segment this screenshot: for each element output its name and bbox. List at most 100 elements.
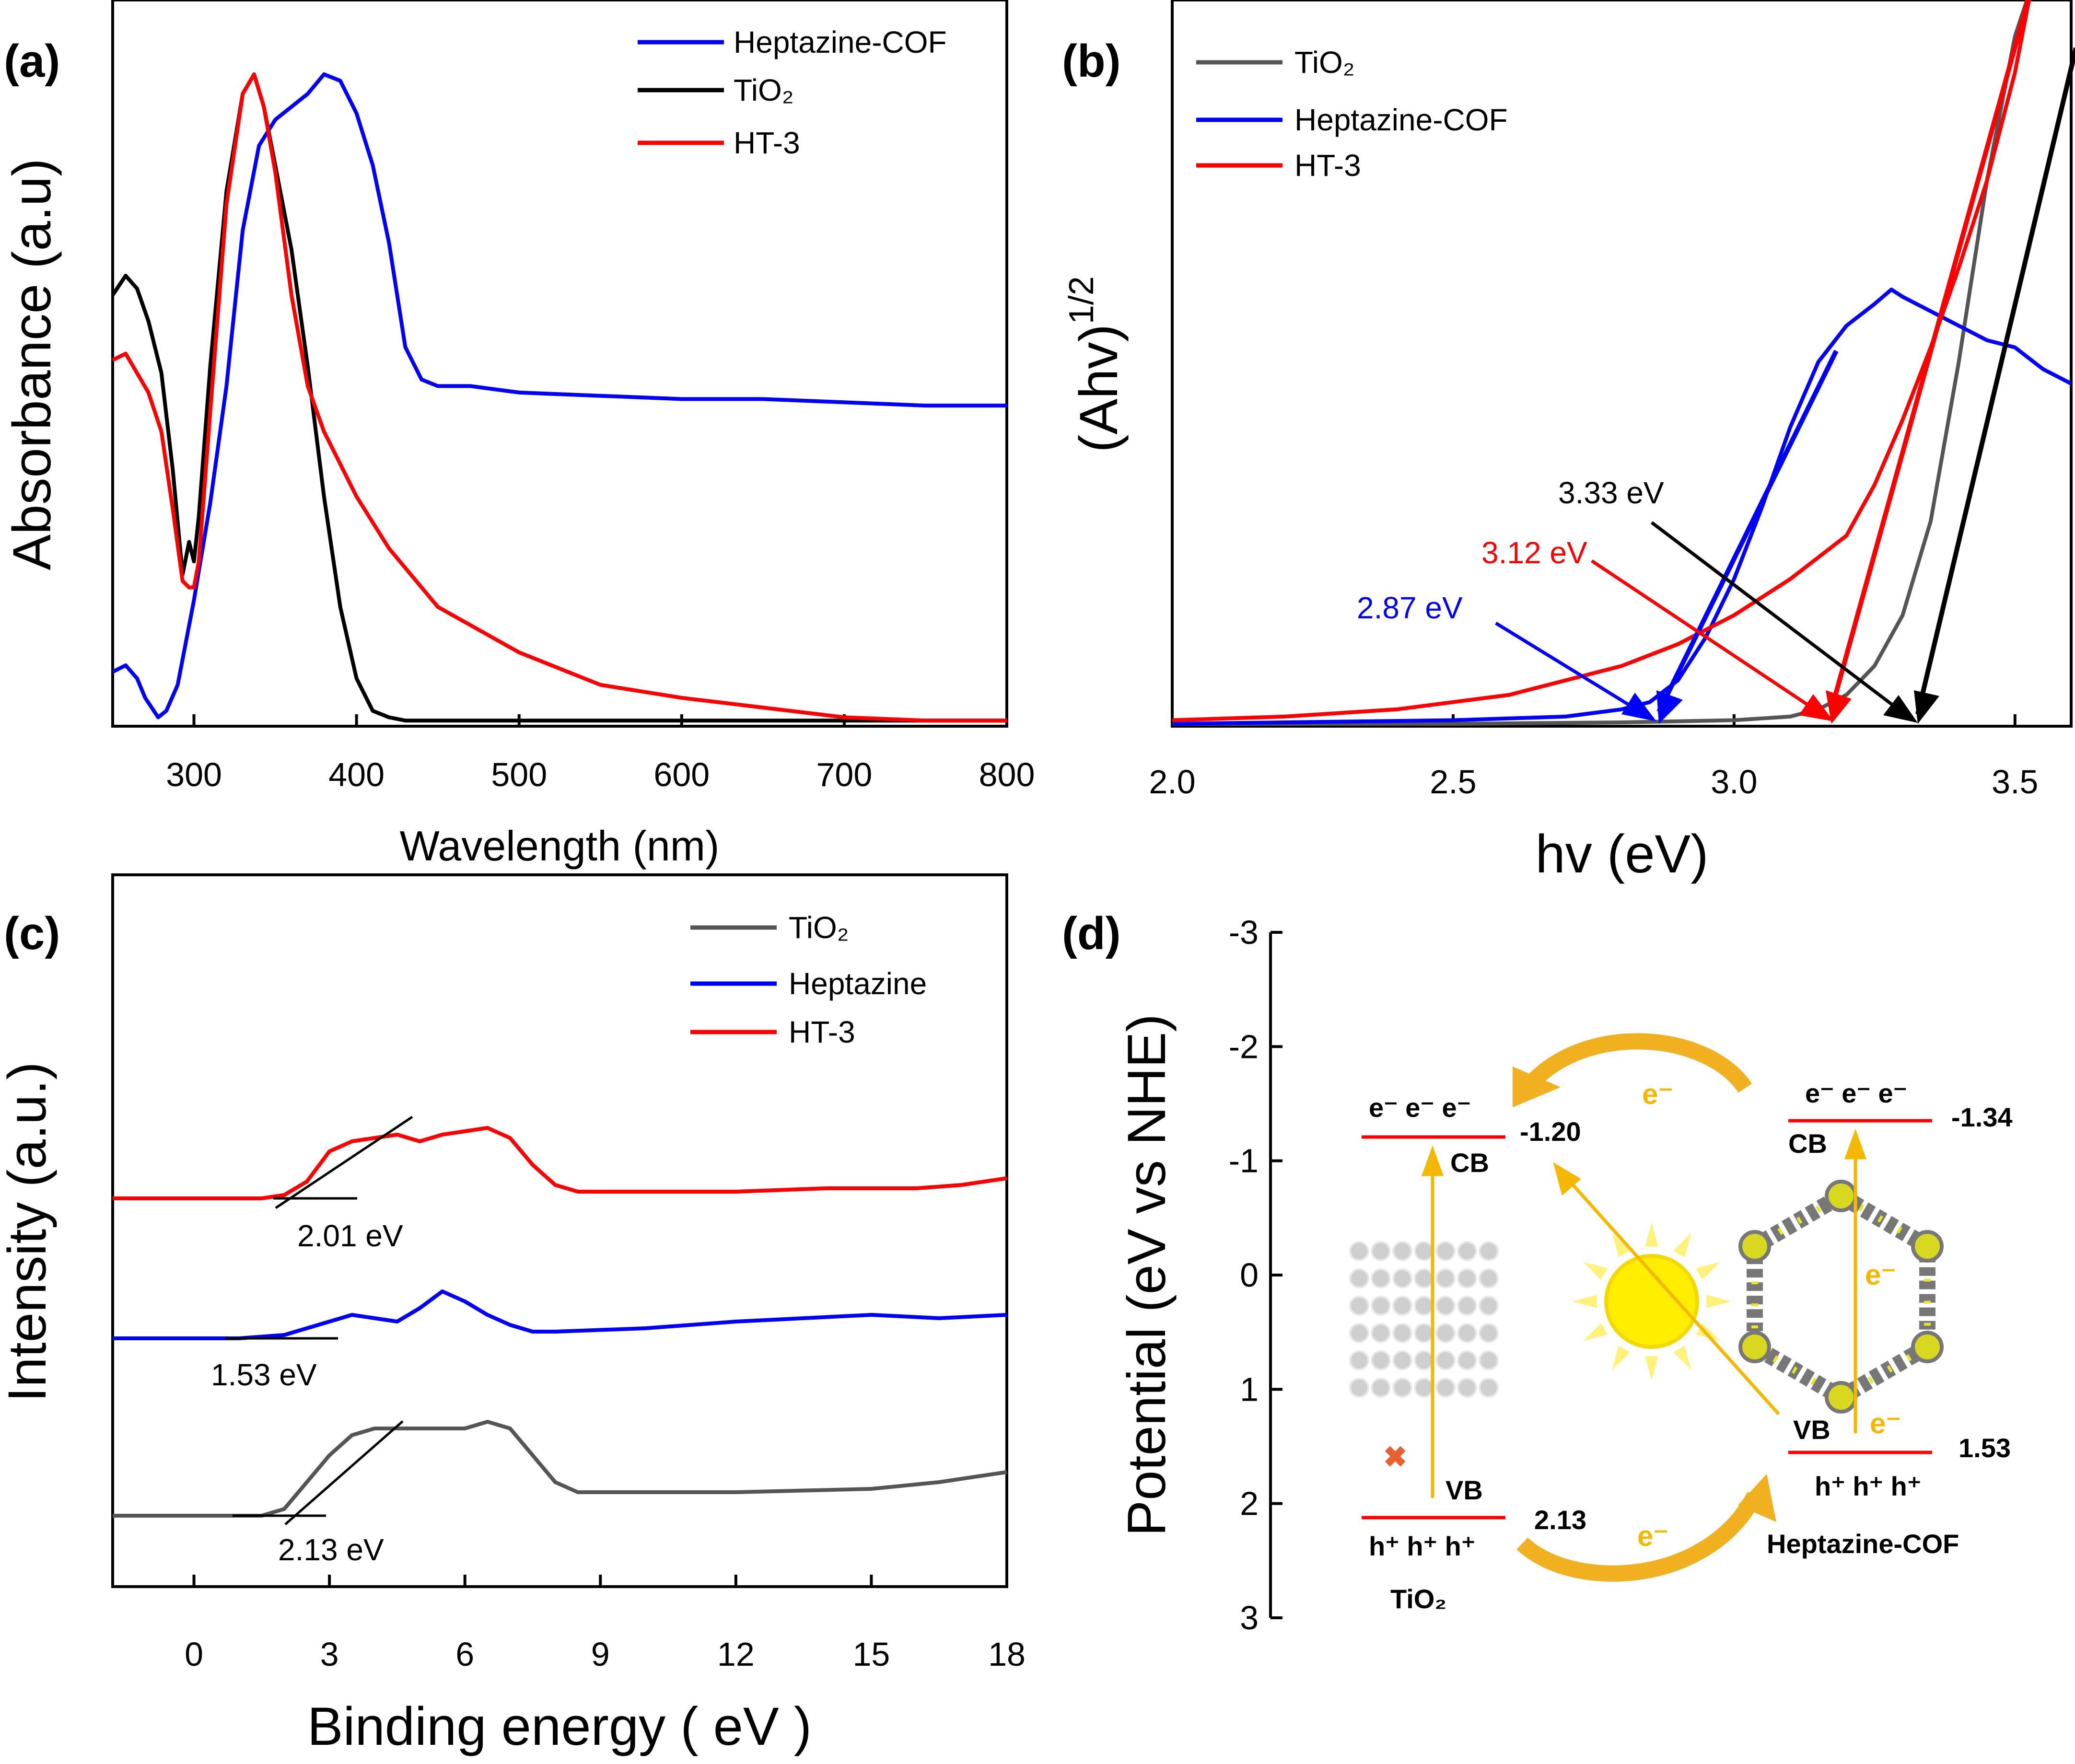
tio2-vb-label: VB — [1446, 1475, 1483, 1505]
panel-b-frame — [1171, 0, 2073, 728]
x-tick-label: 700 — [816, 756, 873, 793]
lattice-atom — [1392, 1378, 1412, 1398]
lattice-atom — [1349, 1296, 1369, 1316]
x-tick-label: 600 — [653, 756, 710, 793]
cof-vb-value: 1.53 — [1958, 1433, 2011, 1463]
panel-a-label: (a) — [4, 35, 60, 87]
x-tick-label: 9 — [591, 1636, 610, 1673]
panel-c-x-axis-label: Binding energy ( eV ) — [307, 1696, 812, 1756]
lattice-atom — [1479, 1296, 1499, 1316]
legend-b-tio2-label: TiO₂ — [1294, 45, 1355, 80]
lattice-atom — [1435, 1268, 1456, 1288]
x-tick-label: 15 — [852, 1636, 890, 1673]
y-tick-label: 1 — [1240, 1370, 1259, 1408]
tio2-vb-holes: h⁺ h⁺ h⁺ — [1369, 1531, 1475, 1561]
panel-c-series — [113, 1126, 1007, 1518]
x-tick-label: 300 — [166, 756, 222, 793]
panel-c-annotation-153: 1.53 eV — [211, 1358, 317, 1392]
sun-ray — [1706, 1295, 1731, 1308]
y-tick-label: 2 — [1240, 1485, 1259, 1522]
lattice-atom — [1479, 1241, 1499, 1261]
panel-c-tio2-tangent — [284, 1420, 404, 1525]
lattice-atom — [1371, 1296, 1391, 1316]
y-tick-label: 0 — [1240, 1256, 1259, 1294]
cof-cb-label: CB — [1788, 1128, 1827, 1159]
lattice-atom — [1349, 1268, 1369, 1288]
legend-c-heptazine-label: Heptazine — [789, 966, 927, 1001]
lattice-atom — [1457, 1268, 1477, 1288]
x-tick-label: 18 — [988, 1636, 1026, 1673]
lattice-atom — [1349, 1378, 1369, 1398]
y-tick-label: -1 — [1229, 1142, 1259, 1180]
lattice-atom — [1435, 1241, 1456, 1261]
lattice-atom — [1457, 1241, 1477, 1261]
lattice-atom — [1457, 1323, 1477, 1343]
tio2-to-cof-arrowhead — [1738, 1474, 1776, 1522]
panel-a-frame — [111, 0, 1008, 728]
panel-b-ht3-tangent — [1829, 0, 2030, 710]
panel-d-y-axis-label: Potential (eV vs NHE) — [1117, 1014, 1177, 1536]
lattice-atom — [1435, 1378, 1456, 1398]
lattice-atom — [1479, 1350, 1499, 1370]
panel-b-arrow-312-head — [1799, 694, 1834, 721]
lattice-atom — [1349, 1241, 1369, 1261]
series-line-heptazine — [113, 1289, 1007, 1340]
sun-ray — [1645, 1222, 1658, 1247]
sun-ray — [1583, 1323, 1608, 1341]
lattice-atom — [1371, 1268, 1391, 1288]
panel-a-x-axis-label: Wavelength (nm) — [400, 822, 720, 870]
sun-ray — [1612, 1233, 1630, 1257]
z-scheme-transfer-arrow — [1566, 1178, 1780, 1416]
x-tick-label: 2.0 — [1149, 763, 1195, 801]
panel-d-label: (d) — [1062, 908, 1121, 959]
lattice-atom — [1349, 1350, 1369, 1370]
cof-node — [1911, 1331, 1944, 1363]
tio2-cb-label: CB — [1450, 1148, 1489, 1178]
legend-b-heptazine-label: Heptazine-COF — [1294, 103, 1508, 137]
sun-ray — [1645, 1356, 1658, 1381]
cof-vb-label: VB — [1793, 1415, 1830, 1445]
panel-b-y-axis-label: (Ahv)1/2 — [1062, 276, 1129, 453]
lattice-atom — [1392, 1296, 1412, 1316]
sun-ray — [1573, 1295, 1597, 1308]
cof-framework-ring — [1747, 1186, 1935, 1407]
legend-c-ht3-label: HT-3 — [789, 1015, 855, 1049]
panel-c: (c) 0 3 6 9 12 15 18 Binding energy ( eV ) Int… — [0, 873, 1026, 1756]
panel-c-annotation-201: 2.01 eV — [297, 1219, 403, 1253]
panel-b-arrow-333-head — [1883, 695, 1918, 723]
cof-vb-holes: h⁺ h⁺ h⁺ — [1815, 1471, 1921, 1501]
lattice-atom — [1414, 1241, 1434, 1261]
panel-c-y-axis-label: Intensity (a.u.) — [0, 1062, 57, 1402]
y-tick-label: -3 — [1229, 914, 1259, 951]
x-tick-label: 3.0 — [1711, 763, 1757, 801]
panel-b-heptazine-tangent-arrowhead — [1656, 690, 1683, 724]
series-line-tio- — [113, 1420, 1007, 1518]
panel-b-annotation-333: 3.33 eV — [1558, 476, 1664, 510]
lattice-atom — [1371, 1350, 1391, 1370]
sun-ray — [1673, 1346, 1691, 1370]
panel-b-y-label-exponent: 1/2 — [1062, 276, 1101, 324]
lattice-atom — [1479, 1323, 1499, 1343]
cof-node — [1825, 1180, 1857, 1212]
lattice-atom — [1392, 1350, 1412, 1370]
panel-b: (b) 2.0 2.5 3.0 3.5 hv (eV) (Ahv)1/2 TiO₂ H… — [1062, 0, 2075, 884]
legend-c-tio2-label: TiO₂ — [789, 910, 849, 945]
series-line-ht-3 — [1172, 0, 2031, 722]
tio2-material-label: TiO₂ — [1390, 1584, 1446, 1614]
tio2-excitation-arrowhead — [1422, 1145, 1444, 1176]
panel-d-excitation-arrows — [1422, 1128, 1866, 1498]
lattice-atom — [1457, 1296, 1477, 1316]
cof-cb-value: -1.34 — [1951, 1102, 2013, 1132]
sun-ray — [1583, 1262, 1608, 1280]
lattice-atom — [1457, 1378, 1477, 1398]
x-tick-label: 3.5 — [1992, 763, 2038, 801]
cof-to-tio2-electron-transfer-arrow — [1520, 1033, 1752, 1093]
cof-material-label: Heptazine-COF — [1767, 1529, 1959, 1559]
lattice-atom — [1392, 1268, 1412, 1288]
legend-a-tio2-label: TiO₂ — [734, 73, 794, 107]
lattice-atom — [1414, 1296, 1434, 1316]
x-tick-label: 500 — [491, 756, 547, 793]
cof-node — [1738, 1331, 1771, 1363]
series-line-heptazine-cof — [112, 72, 1007, 720]
tio2-cb-electrons: e⁻ e⁻ e⁻ — [1369, 1092, 1471, 1123]
